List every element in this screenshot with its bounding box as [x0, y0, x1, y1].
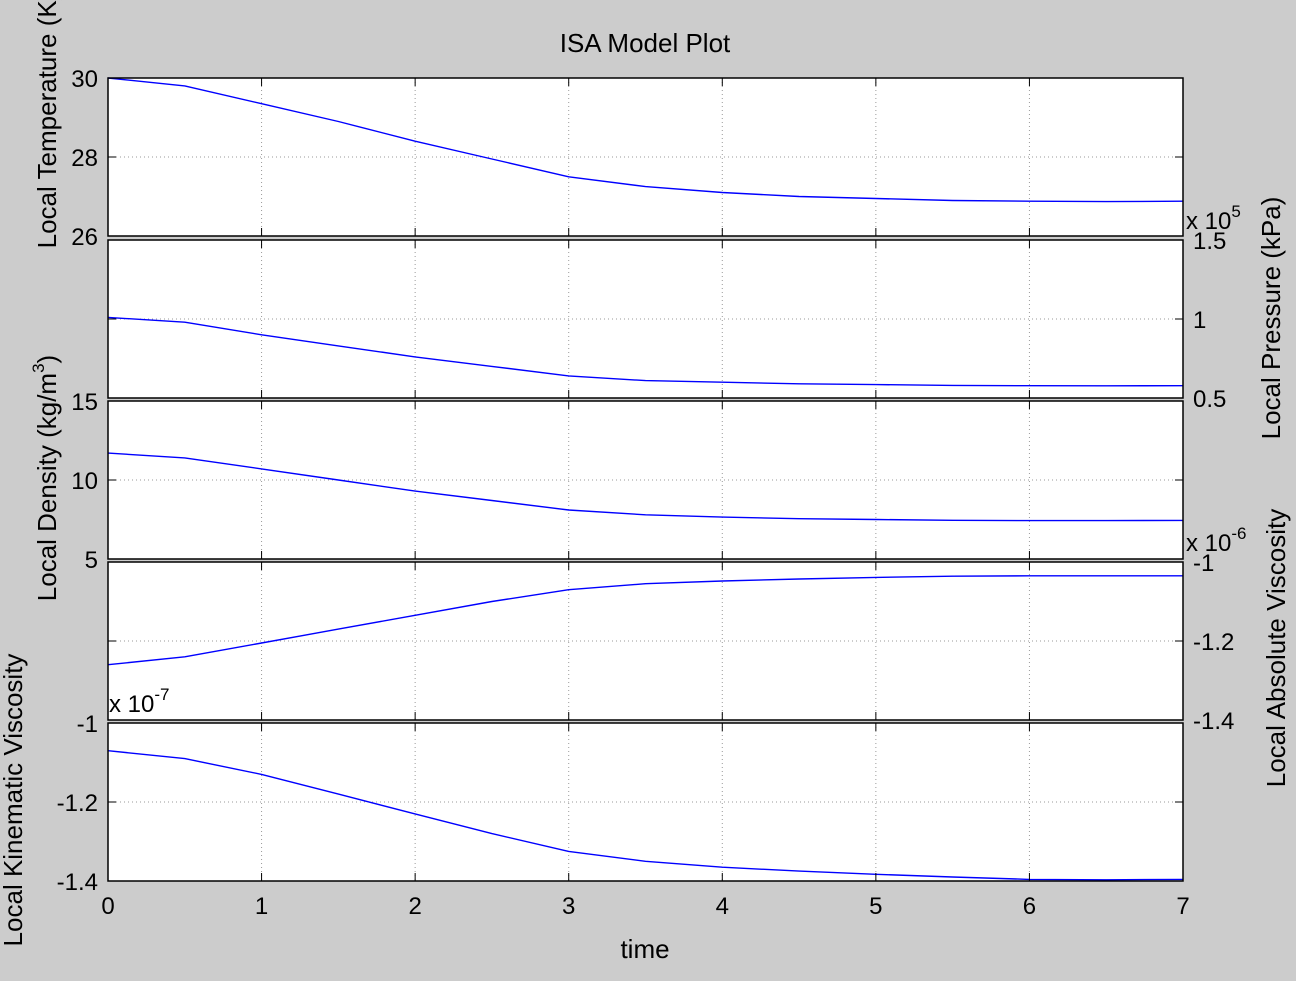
plot-area	[108, 562, 1183, 720]
axis-multiplier: x 105	[1186, 202, 1241, 235]
y-tick-label: -1.4	[57, 869, 98, 896]
y-tick-label: 28	[71, 145, 98, 172]
plot-area	[108, 401, 1183, 559]
y-tick-label: -1.2	[57, 790, 98, 817]
y-axis-label-temperature: Local Temperature (K)	[32, 0, 62, 248]
x-tick-label: 4	[716, 893, 729, 920]
x-tick-label: 5	[869, 893, 882, 920]
plot-area	[108, 240, 1183, 398]
panel-kinematic-viscosity: -1 -1.2 -1.4 x 10-7	[57, 685, 1184, 896]
y-tick-label: 0.5	[1193, 386, 1226, 413]
y-tick-label: 1.5	[1193, 228, 1226, 255]
x-axis-label: time	[620, 934, 669, 964]
x-tick-label: 0	[101, 893, 114, 920]
series-line-pressure	[107, 316, 1184, 387]
y-axis-label-density: Local Density (kg/m3)	[29, 355, 62, 601]
y-tick-label: 30	[71, 66, 98, 93]
x-tick-label: 1	[255, 893, 268, 920]
y-tick-label: -1	[1193, 550, 1214, 577]
series-line-temperature	[107, 77, 1184, 203]
panel-absolute-viscosity: -1 -1.2 -1.4 x 10-6	[107, 524, 1247, 735]
plot-area	[108, 723, 1183, 881]
y-axis-label-pressure: Local Pressure (kPa)	[1256, 197, 1286, 440]
x-tick-label: 6	[1023, 893, 1036, 920]
chart-title: ISA Model Plot	[560, 28, 731, 58]
y-tick-label: 5	[85, 547, 98, 574]
panel-temperature: 30 28 26	[71, 66, 1184, 251]
y-tick-label: 1	[1193, 307, 1206, 334]
axis-multiplier: x 10-6	[1186, 524, 1247, 557]
y-tick-label: 26	[71, 224, 98, 251]
panel-density: 15 10 5	[71, 389, 1184, 574]
y-axis-label-kinematic-viscosity: Local Kinematic Viscosity	[0, 654, 28, 947]
y-tick-label: -1.2	[1193, 629, 1234, 656]
axis-multiplier: x 10-7	[109, 685, 170, 718]
x-tick-label: 2	[408, 893, 421, 920]
panel-pressure: 1.5 1 0.5 x 105	[107, 202, 1241, 413]
y-tick-label: -1	[77, 711, 98, 738]
x-tick-label: 3	[562, 893, 575, 920]
series-line-kinematic-viscosity	[107, 750, 1184, 881]
series-line-absolute-viscosity	[107, 575, 1183, 666]
x-tick-label: 7	[1176, 893, 1189, 920]
series-line-density	[107, 452, 1184, 522]
plot-area	[108, 78, 1183, 236]
y-tick-label: 15	[71, 389, 98, 416]
y-tick-label: 10	[71, 468, 98, 495]
y-axis-label-absolute-viscosity: Local Absolute Viscosity	[1261, 509, 1291, 787]
y-tick-label: -1.4	[1193, 708, 1234, 735]
